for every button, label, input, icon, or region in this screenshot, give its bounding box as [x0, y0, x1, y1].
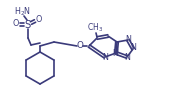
Text: N: N — [102, 52, 108, 61]
Text: O: O — [36, 16, 42, 25]
Text: O: O — [13, 20, 19, 29]
Text: N: N — [125, 36, 131, 44]
Text: N: N — [130, 44, 136, 52]
Text: H$_2$N: H$_2$N — [15, 6, 32, 18]
Text: N: N — [112, 48, 118, 57]
Text: O: O — [77, 41, 83, 51]
Text: S: S — [25, 20, 31, 30]
Text: N: N — [124, 52, 130, 61]
Text: CH$_3$: CH$_3$ — [87, 22, 103, 34]
